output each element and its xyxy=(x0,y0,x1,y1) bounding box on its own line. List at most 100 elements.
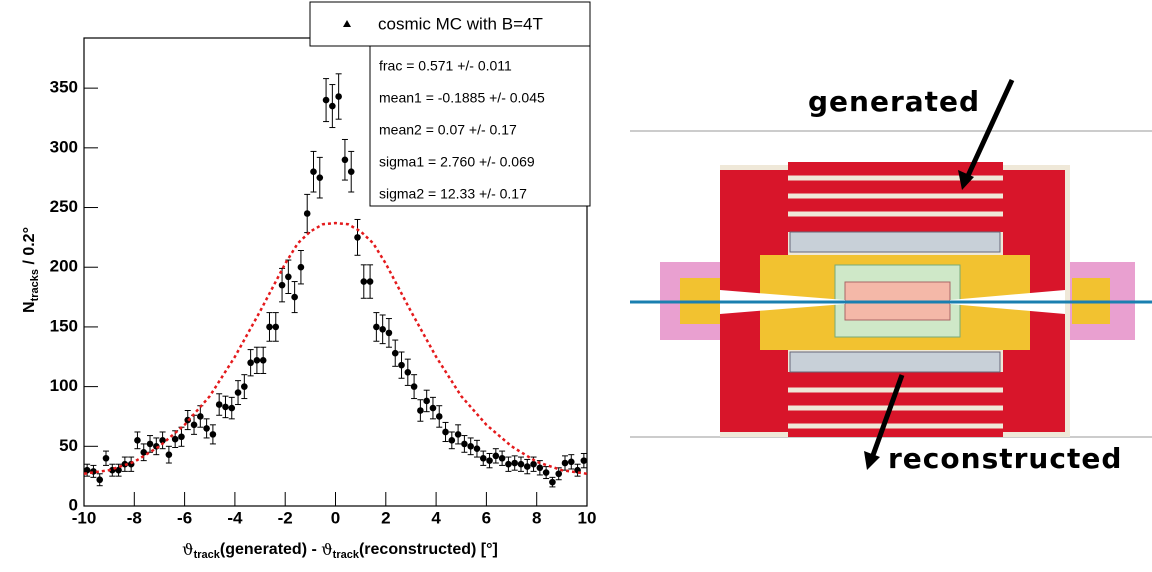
coil-top xyxy=(789,231,1001,253)
data-point xyxy=(253,357,261,364)
data-point xyxy=(385,329,393,337)
barrel-stripes xyxy=(788,175,1003,429)
data-point xyxy=(530,460,537,468)
data-point xyxy=(347,168,355,176)
data-point xyxy=(486,457,493,464)
data-point xyxy=(523,463,531,470)
y-tick-label: 250 xyxy=(50,197,78,216)
data-point xyxy=(96,476,104,484)
stats-box xyxy=(369,45,591,207)
data-point xyxy=(479,454,487,462)
data-point xyxy=(171,435,179,443)
x-title-symbol1: ϑ xyxy=(182,540,193,559)
x-tick-label: -10 xyxy=(72,508,97,527)
y-title-sub: tracks xyxy=(29,269,41,301)
data-point xyxy=(310,168,317,176)
data-point xyxy=(473,445,481,452)
x-tick-label: 2 xyxy=(381,508,390,527)
x-tick-label: 4 xyxy=(431,508,441,527)
data-point xyxy=(241,383,248,390)
y-title-main: N xyxy=(21,301,38,313)
data-point xyxy=(209,431,217,438)
data-point xyxy=(134,437,141,444)
data-point xyxy=(178,433,185,441)
data-point xyxy=(555,470,563,478)
data-point xyxy=(373,323,380,331)
data-point xyxy=(398,361,405,369)
data-point xyxy=(159,437,166,444)
x-tick-label: -8 xyxy=(127,508,142,527)
data-point xyxy=(435,413,443,420)
data-point xyxy=(542,469,550,476)
arrow-generated xyxy=(964,78,1015,180)
data-point xyxy=(423,397,430,405)
data-point xyxy=(247,359,254,367)
data-point xyxy=(467,443,474,450)
y-tick-label: 0 xyxy=(69,495,78,514)
data-point xyxy=(454,431,462,438)
x-tick-label: 0 xyxy=(331,508,340,527)
data-point xyxy=(197,413,204,420)
data-point xyxy=(417,407,424,414)
data-point xyxy=(83,466,91,474)
stats-line: sigma1 = 2.760 +/- 0.069 xyxy=(379,154,535,170)
data-point xyxy=(461,440,468,448)
data-point xyxy=(165,451,173,458)
legend-label: cosmic MC with B=4T xyxy=(378,14,543,33)
stats-line: mean1 = -0.1885 +/- 0.045 xyxy=(379,90,545,106)
data-point xyxy=(567,458,575,466)
data-point xyxy=(215,401,223,408)
x-axis-title: ϑtrack(generated) - ϑtrack(reconstructed… xyxy=(182,540,498,561)
data-point xyxy=(316,174,324,181)
legend-marker xyxy=(343,20,351,27)
data-point xyxy=(505,460,512,468)
data-point xyxy=(203,425,210,432)
data-point xyxy=(146,440,154,448)
x-title-part2: (reconstructed) [°] xyxy=(359,541,498,558)
y-tick-label: 200 xyxy=(50,257,78,276)
y-tick-label: 150 xyxy=(50,316,78,335)
data-point xyxy=(335,93,342,100)
data-point xyxy=(511,459,518,467)
x-tick-label: -4 xyxy=(227,508,243,527)
data-point xyxy=(404,368,412,376)
y-title-rest: / 0.2° xyxy=(21,227,38,269)
fit-curve xyxy=(83,221,588,476)
arrow-head xyxy=(864,451,880,470)
stats-lines: frac = 0.571 +/- 0.011 mean1 = -0.1885 +/… xyxy=(379,58,545,202)
data-point xyxy=(442,428,449,436)
data-point xyxy=(366,278,374,285)
data-point xyxy=(410,383,418,390)
data-point xyxy=(561,459,569,467)
y-tick-label: 300 xyxy=(50,137,78,156)
data-point xyxy=(329,102,336,110)
x-title-symbol2: ϑ xyxy=(321,540,332,559)
x-title-sub1: track xyxy=(194,549,221,561)
data-point xyxy=(102,454,110,462)
y-tick-label: 50 xyxy=(59,436,78,455)
stats-line: sigma2 = 12.33 +/- 0.17 xyxy=(379,186,527,202)
stats-line: mean2 = 0.07 +/- 0.17 xyxy=(379,122,517,138)
data-point xyxy=(448,437,456,444)
y-tick-label: 350 xyxy=(50,78,78,97)
data-point xyxy=(391,349,399,357)
x-tick-label: -2 xyxy=(278,508,293,527)
data-point xyxy=(580,457,588,464)
data-point xyxy=(291,293,298,301)
x-tick-label: -6 xyxy=(177,508,192,527)
data-point xyxy=(297,263,305,271)
data-point xyxy=(549,478,556,486)
data-point xyxy=(190,421,198,429)
detector-diagram: generated reconstructed xyxy=(630,78,1152,475)
data-point xyxy=(228,404,236,412)
data-point xyxy=(536,464,544,472)
arrow-head xyxy=(958,170,974,190)
data-point xyxy=(517,460,525,468)
data-point xyxy=(278,281,286,289)
x-title-sub2: track xyxy=(333,549,360,561)
y-axis-title: Ntracks / 0.2° xyxy=(21,227,41,313)
x-tick-label: 10 xyxy=(578,508,597,527)
arrow-reconstructed xyxy=(869,374,905,459)
